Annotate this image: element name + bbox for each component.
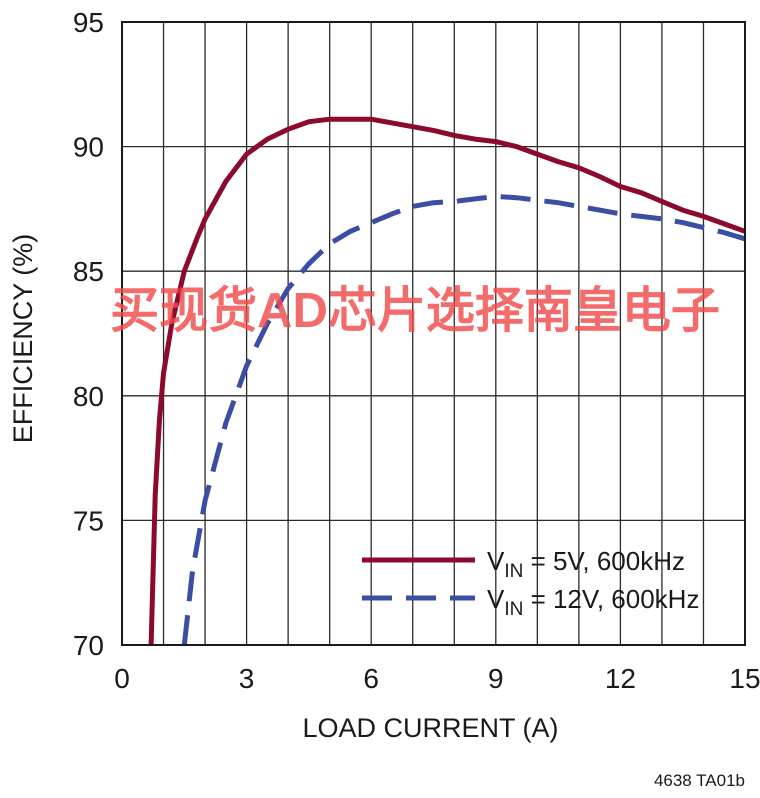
y-tick-label: 90 — [73, 132, 104, 163]
series-group — [148, 116, 746, 646]
tick-labels: 0 3 6 9 12 15 70 75 80 85 90 95 — [73, 7, 760, 694]
figure-id: 4638 TA01b — [654, 771, 745, 790]
x-tick-label: 0 — [114, 663, 130, 694]
y-tick-label: 95 — [73, 7, 104, 38]
series-line-2 — [181, 193, 746, 646]
plot-frame — [121, 21, 746, 646]
x-tick-label: 3 — [239, 663, 255, 694]
series-line-1 — [148, 116, 746, 646]
x-tick-label: 9 — [488, 663, 504, 694]
grid — [122, 22, 745, 645]
x-tick-label: 15 — [729, 663, 760, 694]
x-tick-label: 12 — [605, 663, 636, 694]
y-tick-label: 85 — [73, 256, 104, 287]
watermark-text: 买现货AD芯片选择南皇电子 — [110, 284, 720, 338]
legend-label-1: VIN = 5V, 600kHz — [487, 546, 685, 582]
y-tick-label: 80 — [73, 381, 104, 412]
x-tick-label: 6 — [363, 663, 379, 694]
x-axis-label: LOAD CURRENT (A) — [302, 713, 558, 743]
y-tick-label: 75 — [73, 505, 104, 536]
y-axis-label: EFFICIENCY (%) — [8, 234, 38, 444]
y-tick-label: 70 — [73, 630, 104, 661]
legend-label-2: VIN = 12V, 600kHz — [487, 584, 699, 620]
